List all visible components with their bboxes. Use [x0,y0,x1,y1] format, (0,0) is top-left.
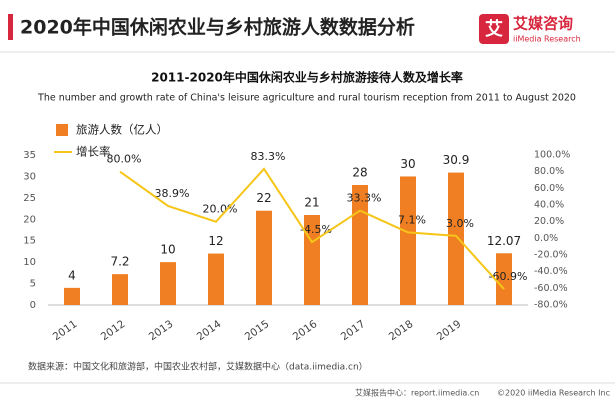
logo-box [479,14,509,44]
brand-name: 艾媒咨询 [513,15,573,33]
y-tick-label: 10 [23,257,36,268]
bar [496,253,512,305]
line-label: -60.9% [489,270,528,283]
y2-tick-label: 60.0% [534,183,564,194]
line-label: 38.9% [155,187,190,200]
x-tick-label: 2019 [435,318,464,343]
y2-tick-label: 100.0% [534,150,570,161]
line-label: 83.3% [251,150,286,163]
footer-site: 艾媒报告中心：report.iimedia.cn [355,388,479,398]
y2-tick-label: 20.0% [534,216,564,227]
y2-tick-label: -20.0% [534,250,568,261]
page-title: 2020年中国休闲农业与乡村旅游人数数据分析 [20,16,415,39]
legend-label: 旅游人数（亿人） [76,123,168,137]
y2-tick-label: 40.0% [534,200,564,211]
legend-label: 增长率 [76,145,111,159]
line-label: 80.0% [107,153,142,166]
line [119,167,505,290]
y2-tick-label: -60.0% [534,283,568,294]
bar [64,287,80,305]
x-tick-label: 2015 [243,318,272,343]
bar [448,172,464,305]
y-tick-label: 0 [30,300,36,311]
chart-title: 2011-2020年中国休闲农业与乡村旅游接待人数及增长率 [151,70,463,85]
line-label: 7.1% [398,213,426,226]
bar-label: 12.07 [487,234,521,248]
bar-label: 22 [256,191,271,205]
bar [400,176,416,305]
x-tick-label: 2011 [51,318,80,343]
line-label: 3.0% [446,217,474,230]
chart-subtitle: The number and growth rate of China's le… [37,93,576,104]
y-tick-label: 25 [23,193,36,204]
y2-tick-label: -40.0% [534,266,568,277]
footer-copyright: ©2020 iiMedia Research Inc [497,389,610,398]
y-tick-label: 5 [30,279,36,290]
title-accent [8,14,13,40]
x-tick-label: 2017 [339,318,368,343]
bar-label: 4 [68,268,76,282]
y-tick-label: 35 [23,150,36,161]
x-tick-label: 2016 [291,318,320,343]
y-tick-label: 15 [23,236,36,247]
y2-tick-label: -80.0% [534,300,568,311]
bar [112,274,128,305]
bar [352,185,368,305]
y2-tick-label: 0.0% [534,233,558,244]
legend-swatch [56,124,68,136]
source: 数据来源：中国文化和旅游部，中国农业农村部，艾媒数据中心（data.iimedi… [28,361,368,373]
line-label: 20.0% [203,203,238,216]
y-tick-label: 30 [23,171,36,182]
y2-tick-label: 80.0% [534,166,564,177]
x-tick-label: 2014 [195,318,224,343]
x-tick-label: 2018 [387,318,416,343]
bar-label: 30.9 [443,153,470,167]
bar-label: 28 [352,166,367,180]
bar-label: 7.2 [110,255,129,269]
line-label: 33.3% [347,192,382,205]
logo-icon: 艾 [485,18,503,40]
bar-label: 10 [160,243,175,257]
bar [256,210,272,305]
y-tick-label: 20 [23,214,36,225]
bar [160,262,176,305]
bar-label: 12 [208,234,223,248]
line-label: -4.5% [300,223,332,236]
x-tick-label: 2013 [147,318,176,343]
x-tick-label: 2012 [99,318,128,343]
bar-label: 30 [400,157,415,171]
bar-label: 21 [304,196,319,210]
brand-sub: iiMedia Research [513,35,581,44]
bar [208,253,224,305]
